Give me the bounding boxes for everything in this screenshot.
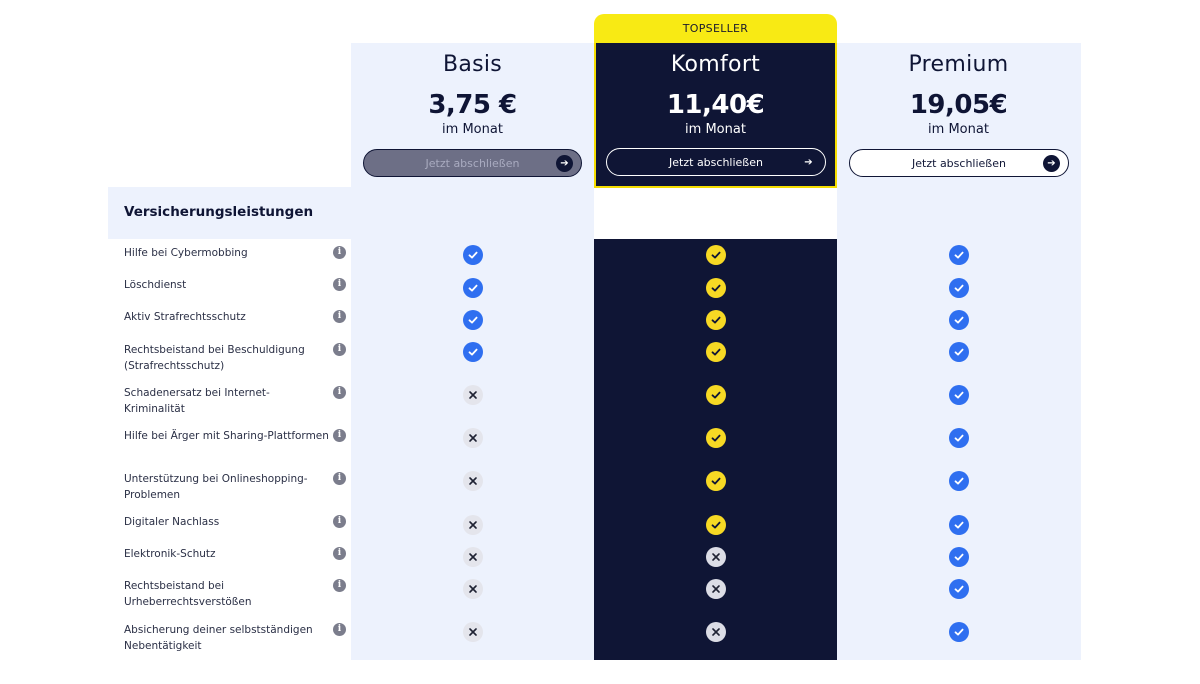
feature-label: Schadenersatz bei Internet-Kriminalität [124, 387, 270, 415]
feature-label: Digitaler Nachlass [124, 516, 220, 528]
check-icon [706, 515, 726, 535]
plan-basis: Basis 3,75 € im Monat [351, 50, 594, 138]
info-icon[interactable]: i [333, 547, 346, 560]
plan-komfort: Komfort 11,40€ im Monat [594, 50, 837, 138]
cross-icon [463, 622, 483, 642]
plan-price: 3,75 € [428, 90, 517, 120]
check-icon [949, 579, 969, 599]
plan-name: Komfort [670, 52, 761, 77]
cross-icon [463, 471, 483, 491]
check-icon [949, 278, 969, 298]
cta-label: Jetzt abschließen [425, 156, 520, 170]
plan-premium: Premium 19,05€ im Monat [837, 50, 1080, 138]
cross-icon [706, 579, 726, 599]
feature-label: Absicherung deiner selbstständigen Neben… [124, 624, 313, 652]
info-icon[interactable]: i [333, 623, 346, 636]
arrow-right-icon: ➔ [804, 156, 813, 168]
check-icon [949, 515, 969, 535]
info-icon[interactable]: i [333, 310, 346, 323]
komfort-cta-button[interactable]: Jetzt abschließen ➔ [606, 148, 826, 176]
check-icon [949, 385, 969, 405]
cta-label: Jetzt abschließen [912, 156, 1006, 170]
check-icon [949, 342, 969, 362]
plan-name: Premium [908, 52, 1009, 77]
check-icon [949, 310, 969, 330]
info-icon[interactable]: i [333, 343, 346, 356]
info-icon[interactable]: i [333, 472, 346, 485]
check-icon [463, 278, 483, 298]
cta-label: Jetzt abschließen [669, 155, 763, 169]
cross-icon [463, 547, 483, 567]
section-title: Versicherungsleistungen [124, 204, 314, 220]
feature-label: Aktiv Strafrechtsschutz [124, 311, 246, 323]
info-icon[interactable]: i [333, 429, 346, 442]
cross-icon [463, 515, 483, 535]
check-icon [949, 428, 969, 448]
check-icon [463, 245, 483, 265]
plan-name: Basis [442, 52, 503, 77]
plan-price: 11,40€ [666, 90, 765, 120]
feature-label: Löschdienst [124, 279, 187, 291]
check-icon [949, 245, 969, 265]
info-icon[interactable]: i [333, 386, 346, 399]
info-icon[interactable]: i [333, 515, 346, 528]
feature-label: Rechtsbeistand bei Beschuldigung (Strafr… [124, 344, 305, 372]
plan-period: im Monat [685, 122, 746, 137]
basis-cta-button[interactable]: Jetzt abschließen ➔ [363, 149, 582, 177]
plan-price: 19,05€ [909, 90, 1008, 120]
section-header-background [108, 187, 351, 239]
feature-label: Elektronik-Schutz [124, 548, 216, 560]
plan-period: im Monat [442, 122, 503, 137]
feature-label: Rechtsbeistand bei Urheberrechtsverstöße… [124, 580, 252, 608]
check-icon [949, 471, 969, 491]
cross-icon [463, 428, 483, 448]
check-icon [706, 428, 726, 448]
check-icon [706, 385, 726, 405]
feature-label: Hilfe bei Cybermobbing [124, 247, 248, 259]
check-icon [706, 342, 726, 362]
arrow-right-icon: ➔ [556, 155, 573, 172]
info-icon[interactable]: i [333, 246, 346, 259]
plan-period: im Monat [928, 122, 989, 137]
cross-icon [706, 622, 726, 642]
cross-icon [463, 579, 483, 599]
arrow-right-icon: ➔ [1043, 155, 1060, 172]
check-icon [706, 471, 726, 491]
premium-cta-button[interactable]: Jetzt abschließen ➔ [849, 149, 1069, 177]
check-icon [706, 310, 726, 330]
cross-icon [463, 385, 483, 405]
check-icon [706, 278, 726, 298]
check-icon [463, 310, 483, 330]
feature-label: Hilfe bei Ärger mit Sharing-Plattformen [124, 430, 329, 442]
check-icon [463, 342, 483, 362]
check-icon [949, 547, 969, 567]
cross-icon [706, 547, 726, 567]
topseller-badge: TOPSELLER [594, 14, 837, 43]
feature-label: Unterstützung bei Onlineshopping-Problem… [124, 473, 308, 501]
check-icon [949, 622, 969, 642]
check-icon [706, 245, 726, 265]
info-icon[interactable]: i [333, 278, 346, 291]
info-icon[interactable]: i [333, 579, 346, 592]
